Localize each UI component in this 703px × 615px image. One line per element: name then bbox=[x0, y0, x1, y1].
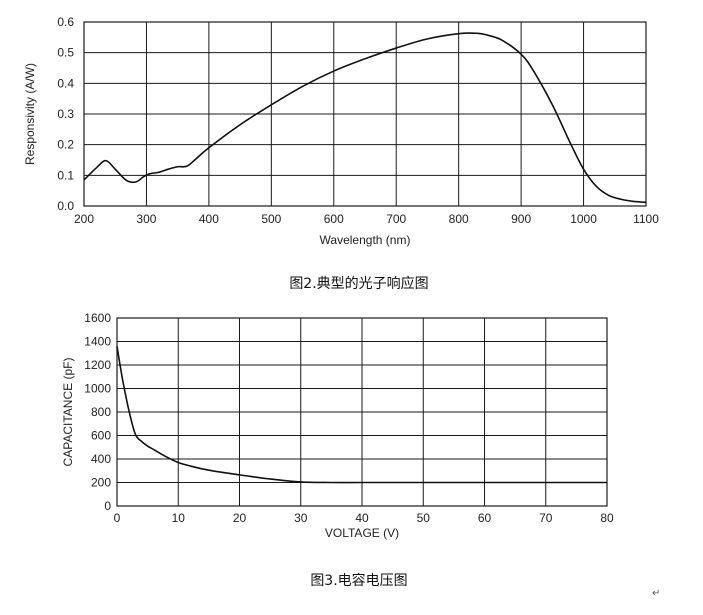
x-tick-label: 40 bbox=[355, 511, 369, 525]
y-axis-label: CAPACITANCE (pF) bbox=[61, 358, 75, 467]
y-axis-label: Responsivity (A/W) bbox=[23, 63, 37, 165]
y-tick-label: 200 bbox=[91, 476, 111, 490]
y-tick-label: 0.1 bbox=[57, 168, 74, 182]
x-tick-label: 600 bbox=[324, 212, 344, 226]
x-tick-label: 1000 bbox=[570, 212, 597, 226]
x-tick-label: 200 bbox=[74, 212, 94, 226]
chart2-caption: 图3.电容电压图 bbox=[310, 572, 407, 589]
responsivity-chart: 200 300 400 500 600 700 800 900 1000 1100 0.0 0.1 0.… bbox=[23, 15, 659, 247]
x-tick-label: 800 bbox=[449, 212, 469, 226]
y-tick-label: 0.3 bbox=[57, 107, 74, 121]
return-mark: ↵ bbox=[652, 588, 660, 599]
y-tick-label: 0.4 bbox=[57, 76, 74, 90]
capacitance-chart: 0 10 20 30 40 50 60 70 8002004006008001000120014… bbox=[61, 311, 614, 540]
x-tick-label: 10 bbox=[172, 511, 186, 525]
y-tick-label: 0.5 bbox=[57, 46, 74, 60]
series-line bbox=[116, 346, 607, 484]
y-tick-label: 0 bbox=[104, 499, 111, 513]
x-tick-label: 0 bbox=[114, 511, 121, 525]
y-tick-label: 1400 bbox=[84, 335, 111, 349]
x-tick-label: 30 bbox=[294, 511, 308, 525]
x-tick-label: 900 bbox=[511, 212, 531, 226]
x-tick-label: 500 bbox=[261, 212, 281, 226]
x-tick-label: 300 bbox=[136, 212, 156, 226]
y-tick-label: 400 bbox=[91, 452, 111, 466]
y-tick-label: 0.0 bbox=[57, 199, 74, 213]
x-tick-label: 20 bbox=[233, 511, 247, 525]
y-tick-label: 0.6 bbox=[57, 15, 74, 29]
y-tick-label: 1000 bbox=[84, 382, 111, 396]
y-tick-label: 800 bbox=[91, 405, 111, 419]
x-axis-label: Wavelength (nm) bbox=[320, 233, 411, 247]
y-tick-label: 1200 bbox=[84, 358, 111, 372]
x-tick-label: 50 bbox=[417, 511, 431, 525]
x-tick-label: 70 bbox=[539, 511, 553, 525]
x-tick-label: 700 bbox=[386, 212, 406, 226]
y-tick-label: 0.2 bbox=[57, 138, 74, 152]
x-axis-label: VOLTAGE (V) bbox=[325, 526, 399, 540]
y-tick-label: 1600 bbox=[84, 311, 111, 325]
chart1-caption: 图2.典型的光子响应图 bbox=[289, 275, 428, 292]
x-tick-label: 400 bbox=[199, 212, 219, 226]
x-tick-label: 80 bbox=[600, 511, 614, 525]
x-tick-label: 1100 bbox=[633, 212, 659, 226]
x-tick-label: 60 bbox=[478, 511, 492, 525]
series-line bbox=[83, 32, 647, 204]
y-tick-label: 600 bbox=[91, 429, 111, 443]
